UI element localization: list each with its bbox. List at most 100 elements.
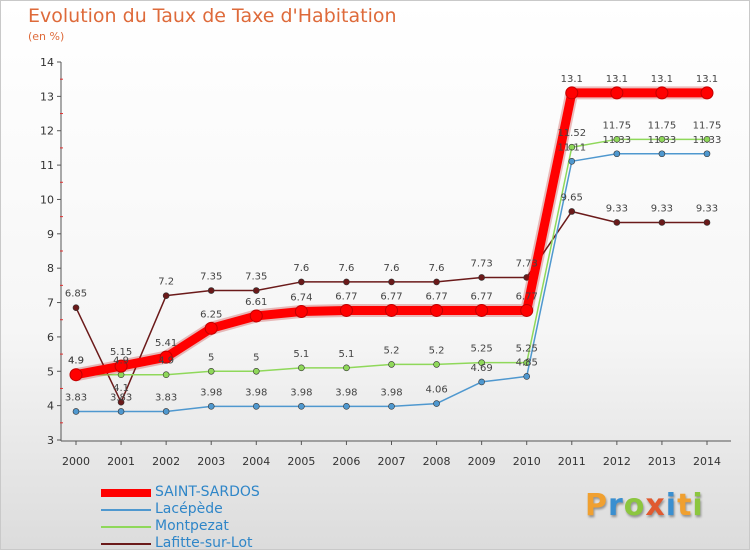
- data-label: 11.75: [693, 120, 722, 131]
- data-label: 3.98: [200, 387, 222, 398]
- data-label: 6.77: [425, 291, 447, 302]
- data-point: [249, 309, 263, 323]
- data-label: 4.1: [113, 383, 129, 394]
- data-point: [298, 403, 305, 410]
- data-label: 5: [208, 352, 214, 363]
- data-point: [114, 359, 128, 373]
- data-point: [700, 86, 714, 100]
- data-label: 9.65: [561, 192, 583, 203]
- logo-letter: P: [585, 488, 608, 523]
- data-point: [430, 303, 444, 317]
- chart-title: Evolution du Taux de Taxe d'Habitation: [28, 5, 397, 27]
- data-point: [475, 303, 489, 317]
- series-lines: [69, 86, 714, 415]
- data-label: 5.25: [516, 344, 538, 355]
- data-label: 13.1: [606, 74, 628, 85]
- y-tick-label: 8: [47, 262, 54, 275]
- data-label: 13.1: [651, 74, 673, 85]
- y-tick-label: 5: [47, 365, 54, 378]
- data-point: [478, 359, 485, 366]
- legend-label: SAINT-SARDOS: [155, 484, 260, 500]
- y-tick-label: 11: [40, 159, 54, 172]
- x-tick-label: 2009: [468, 455, 496, 468]
- x-tick-label: 2012: [603, 455, 631, 468]
- data-point: [388, 361, 395, 368]
- data-label: 13.1: [696, 74, 718, 85]
- data-point: [703, 219, 711, 226]
- data-label: 6.25: [200, 309, 222, 320]
- data-point: [162, 371, 170, 379]
- data-point: [385, 303, 398, 317]
- data-label: 9.33: [696, 203, 718, 214]
- data-label: 6.74: [290, 292, 312, 303]
- data-point: [658, 136, 666, 143]
- data-point: [162, 408, 170, 415]
- data-point: [568, 208, 576, 215]
- x-tick-label: 2003: [197, 455, 225, 468]
- data-point: [343, 364, 350, 372]
- y-tick-label: 3: [47, 434, 54, 447]
- data-label: 6.77: [380, 291, 402, 302]
- x-tick-label: 2004: [242, 455, 270, 468]
- data-point: [204, 321, 218, 335]
- x-tick-label: 2011: [558, 455, 586, 468]
- data-label: 7.6: [429, 263, 445, 274]
- data-point: [294, 304, 308, 318]
- data-label: 5.2: [384, 345, 400, 356]
- data-label: 7.2: [158, 277, 174, 288]
- data-point: [520, 303, 534, 317]
- data-label: 11.75: [648, 120, 677, 131]
- y-tick-label: 9: [47, 228, 54, 241]
- proxiti-logo: Proxiti: [585, 488, 704, 523]
- data-label: 7.6: [293, 263, 309, 274]
- data-point: [339, 303, 353, 317]
- data-point: [478, 274, 485, 281]
- data-point: [207, 403, 215, 410]
- axes: 3 4 5 6 7 8 9 10 11 12 13 14 2000 2001 2002 2003 2004 200…: [40, 56, 731, 468]
- data-label: 4.9: [113, 356, 129, 367]
- data-point: [252, 367, 260, 375]
- data-label: 5.2: [429, 345, 445, 356]
- x-tick-label: 2008: [423, 455, 451, 468]
- logo-letter: o: [623, 488, 646, 523]
- data-point: [298, 278, 305, 286]
- x-tick-label: 2000: [62, 455, 90, 468]
- data-label: 5.1: [293, 349, 309, 360]
- data-label: 7.35: [200, 272, 222, 283]
- logo-letter: x: [645, 488, 666, 523]
- data-point: [568, 158, 576, 165]
- data-point: [72, 408, 80, 415]
- data-label: 5: [253, 352, 259, 363]
- data-label: 11.52: [557, 128, 586, 139]
- data-point: [433, 361, 440, 368]
- data-label: 7.6: [384, 263, 400, 274]
- x-tick-label: 2007: [378, 455, 406, 468]
- data-point: [658, 219, 666, 226]
- data-point: [69, 368, 83, 382]
- y-tick-label: 13: [40, 90, 54, 103]
- y-tick-label: 7: [47, 297, 54, 310]
- data-label: 3.83: [155, 392, 177, 403]
- data-point: [703, 150, 711, 158]
- data-label: 6.61: [245, 297, 267, 308]
- data-point: [388, 403, 395, 410]
- x-tick-label: 2013: [648, 455, 676, 468]
- data-label: 3.83: [110, 392, 132, 403]
- data-label: 11.11: [557, 142, 586, 153]
- legend-swatch-montpezat: [101, 526, 151, 528]
- data-labels: 4.95.155.416.256.61 6.74 6.77 6.77 6.77 6.77 6…: [65, 74, 721, 404]
- data-label: 4.9: [158, 356, 174, 367]
- data-point: [565, 86, 579, 100]
- x-tick-label: 2014: [693, 455, 721, 468]
- data-point: [207, 287, 215, 294]
- data-point: [159, 350, 173, 364]
- data-label: 5.41: [155, 338, 177, 349]
- data-label: 13.1: [561, 74, 583, 85]
- data-label: 6.77: [471, 291, 493, 302]
- y-tick-label: 12: [40, 125, 54, 138]
- legend-swatch-lacepede: [101, 509, 151, 511]
- data-label: 5.15: [110, 347, 132, 358]
- legend-label: Montpezat: [155, 518, 229, 534]
- data-point: [568, 143, 576, 151]
